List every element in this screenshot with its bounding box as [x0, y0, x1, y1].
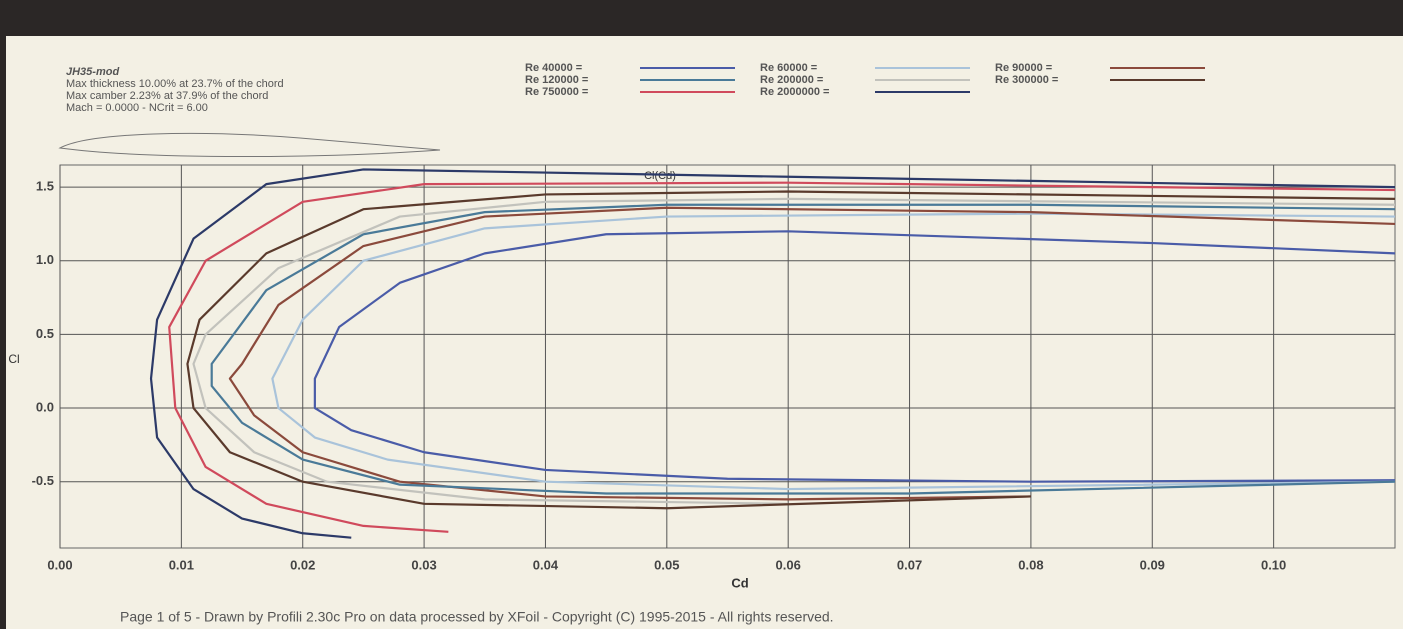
y-tick-label: 0.5 [36, 326, 54, 341]
x-tick-label: 0.04 [533, 557, 559, 572]
legend-label: Re 750000 = [525, 86, 588, 98]
x-tick-label: 0.00 [47, 557, 72, 572]
footer: Page 1 of 5 - Drawn by Profili 2.30c Pro… [120, 609, 834, 625]
polar-curve [228, 206, 1396, 501]
polar-curve [271, 212, 1396, 491]
legend-label: Re 40000 = [525, 62, 582, 74]
x-tick-label: 0.10 [1261, 557, 1286, 572]
y-axis-label: Cl [8, 352, 19, 366]
y-tick-label: 1.5 [36, 179, 54, 194]
airfoil-info: Max camber 2.23% at 37.9% of the chord [66, 90, 268, 102]
plot-area [149, 168, 1396, 539]
x-tick-label: 0.02 [290, 557, 315, 572]
y-tick-label: -0.5 [32, 473, 54, 488]
airfoil-info: Max thickness 10.00% at 23.7% of the cho… [66, 78, 284, 90]
legend-label: Re 60000 = [760, 62, 817, 74]
polar-curve [149, 168, 1396, 539]
polar-curve [168, 181, 1396, 533]
x-tick-label: 0.09 [1140, 557, 1165, 572]
legend-label: Re 300000 = [995, 74, 1058, 86]
x-tick-label: 0.05 [654, 557, 679, 572]
airfoil-info: JH35-mod [66, 66, 119, 78]
x-axis-label: Cd [731, 575, 748, 590]
polar-curve [192, 197, 1396, 505]
x-tick-label: 0.03 [411, 557, 436, 572]
legend-label: Re 200000 = [760, 74, 823, 86]
chart-title: Cl(Cd) [644, 170, 676, 182]
x-tick-label: 0.06 [776, 557, 801, 572]
airfoil-info: Mach = 0.0000 - NCrit = 6.00 [66, 102, 208, 114]
y-tick-label: 0.0 [36, 399, 54, 414]
legend-label: Re 120000 = [525, 74, 588, 86]
x-tick-label: 0.01 [169, 557, 194, 572]
x-tick-label: 0.08 [1018, 557, 1043, 572]
polar-curve [186, 190, 1396, 510]
polar-curve [313, 230, 1396, 483]
polar-curve [210, 203, 1396, 495]
legend-label: Re 2000000 = [760, 86, 829, 98]
y-tick-label: 1.0 [36, 252, 54, 267]
paper [6, 36, 1403, 629]
legend-label: Re 90000 = [995, 62, 1052, 74]
x-tick-label: 0.07 [897, 557, 922, 572]
airfoil-outline [58, 132, 441, 157]
